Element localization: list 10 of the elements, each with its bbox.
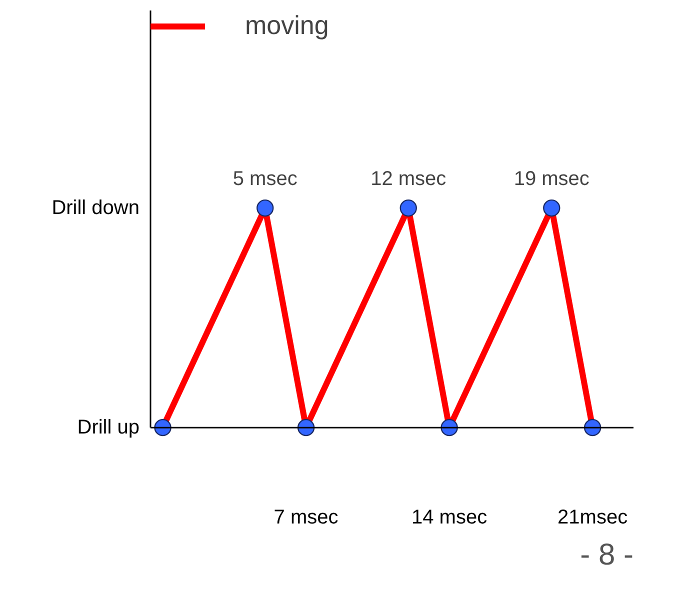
text: Drill down bbox=[52, 197, 140, 220]
annotation: 12 msec bbox=[370, 168, 446, 190]
text: Drill up bbox=[77, 416, 140, 439]
annotation: 19 msec bbox=[514, 168, 590, 190]
x-tick-label: 14 msec bbox=[412, 506, 488, 528]
x-tick-label: 7 msec bbox=[274, 506, 338, 528]
x-tick-label: 21msec bbox=[558, 506, 628, 528]
annotation: 5 msec bbox=[232, 168, 298, 190]
legend-label: moving bbox=[245, 10, 329, 41]
text: - 8 - bbox=[580, 538, 634, 572]
